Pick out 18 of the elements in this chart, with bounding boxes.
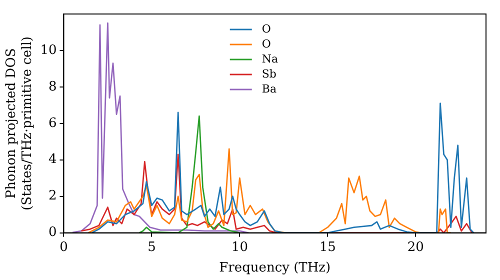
y-tick-label: 10 <box>40 42 57 58</box>
legend-label: Ba <box>262 82 277 96</box>
x-tick-label: 20 <box>407 240 424 255</box>
x-tick-label: 5 <box>148 240 156 255</box>
legend-label: Na <box>262 52 278 66</box>
x-tick-label: 15 <box>319 240 336 255</box>
y-tick-label: 8 <box>48 79 57 94</box>
legend-label: O <box>262 22 271 36</box>
y-tick-label: 4 <box>48 152 57 168</box>
legend-label: O <box>262 37 271 50</box>
y-tick-label: 2 <box>48 188 57 204</box>
y-tick-label: 6 <box>48 116 57 131</box>
x-tick-label: 0 <box>60 240 68 255</box>
y-tick-label: 0 <box>48 225 57 240</box>
x-tick-label: 10 <box>231 240 248 255</box>
legend-label: Sb <box>262 67 276 80</box>
y-axis-title: Phonon projected DOS (States/THz·primitive cell) <box>4 36 35 210</box>
x-axis-title: Frequency (THz) <box>219 260 331 276</box>
